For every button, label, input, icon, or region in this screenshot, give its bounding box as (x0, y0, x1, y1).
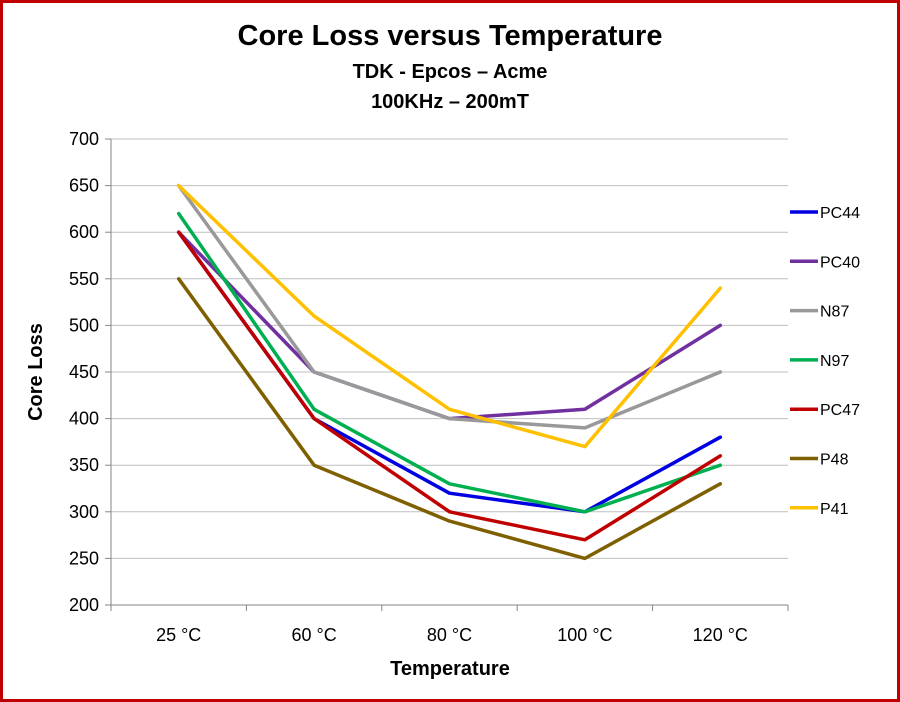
y-axis-title: Core Loss (25, 323, 47, 421)
y-tick-label: 550 (69, 269, 99, 289)
y-tick-label: 350 (69, 455, 99, 475)
x-tick-label: 100 °C (557, 625, 612, 645)
legend-label-pc47: PC47 (820, 402, 860, 419)
legend-label-pc40: PC40 (820, 254, 860, 271)
x-tick-label: 80 °C (427, 625, 472, 645)
series-line-n97 (176, 211, 723, 514)
y-tick-label: 200 (69, 595, 99, 615)
legend-label-p41: P41 (820, 501, 849, 518)
series-line-n87 (176, 183, 723, 430)
chart-title: Core Loss versus Temperature (238, 20, 663, 52)
y-tick-label: 700 (69, 129, 99, 149)
series-line-pc47 (176, 230, 723, 542)
legend-label-n87: N87 (820, 304, 849, 321)
series-line-p41 (176, 183, 723, 449)
chart-subtitle-line-2: 100KHz – 200mT (371, 91, 529, 113)
y-tick-label: 250 (69, 548, 99, 568)
y-tick-label: 400 (69, 409, 99, 429)
legend-label-n97: N97 (820, 353, 849, 370)
y-tick-labels: 200 250 300 350 400 450 500 550 600 650 700 (69, 129, 99, 615)
x-tick-label: 25 °C (156, 625, 201, 645)
x-tick-labels: 25 °C 60 °C 80 °C 100 °C 120 °C (156, 625, 748, 645)
x-tick-label: 120 °C (693, 625, 748, 645)
x-tick-label: 60 °C (291, 625, 336, 645)
series-line-p48 (176, 277, 723, 561)
legend: PC44 PC40 N87 N97 PC47 P48 P41 (790, 205, 860, 518)
y-tick-label: 300 (69, 502, 99, 522)
y-tick-label: 500 (69, 315, 99, 335)
chart-subtitle-line-1: TDK - Epcos – Acme (353, 61, 548, 83)
y-tick-label: 650 (69, 176, 99, 196)
axes (105, 138, 789, 611)
series-lines (176, 183, 723, 561)
y-tick-label: 600 (69, 222, 99, 242)
legend-label-pc44: PC44 (820, 205, 860, 222)
x-axis-title: Temperature (390, 658, 510, 680)
gridlines (111, 138, 788, 559)
legend-label-p48: P48 (820, 452, 849, 469)
y-tick-label: 450 (69, 362, 99, 382)
